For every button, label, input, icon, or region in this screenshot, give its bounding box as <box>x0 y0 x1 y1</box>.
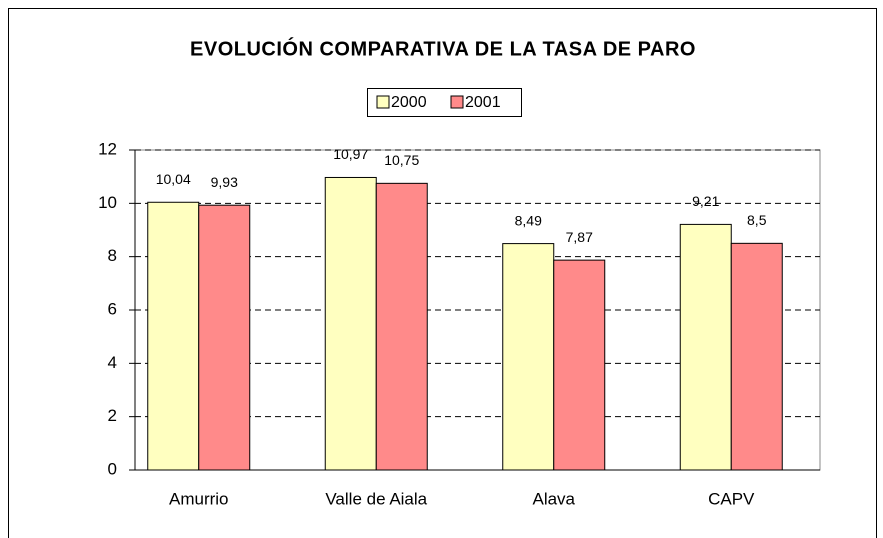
value-label: 10,97 <box>333 146 368 162</box>
value-label: 9,21 <box>692 193 719 209</box>
bar <box>679 223 732 471</box>
bar <box>198 204 251 471</box>
chart-title: EVOLUCIÓN COMPARATIVA DE LA TASA DE PARO <box>190 36 696 60</box>
value-label: 10,04 <box>156 171 191 187</box>
bar <box>730 242 783 471</box>
bar <box>147 201 200 471</box>
legend-swatch <box>450 95 464 109</box>
legend-swatch <box>376 95 390 109</box>
legend-label: 2000 <box>391 94 427 111</box>
value-label: 10,75 <box>384 152 419 168</box>
value-label: 7,87 <box>566 229 593 245</box>
y-tick-label: 4 <box>108 353 117 372</box>
value-label: 8,5 <box>747 212 767 228</box>
legend-label: 2001 <box>465 94 501 111</box>
bar <box>553 259 606 471</box>
legend-box <box>367 88 522 117</box>
y-tick-label: 12 <box>98 139 117 158</box>
y-tick-label: 2 <box>108 406 117 425</box>
x-tick-label: CAPV <box>708 489 755 508</box>
y-tick-label: 8 <box>108 246 117 265</box>
y-tick-label: 6 <box>108 299 117 318</box>
value-label: 8,49 <box>515 212 542 228</box>
x-tick-label: Alava <box>532 489 575 508</box>
y-tick-label: 10 <box>98 193 117 212</box>
value-label: 9,93 <box>211 174 238 190</box>
x-tick-label: Amurrio <box>169 489 229 508</box>
bar <box>375 182 428 471</box>
bar <box>502 243 555 471</box>
bar <box>324 176 377 471</box>
y-tick-label: 0 <box>108 459 117 478</box>
x-tick-label: Valle de Aiala <box>325 489 427 508</box>
